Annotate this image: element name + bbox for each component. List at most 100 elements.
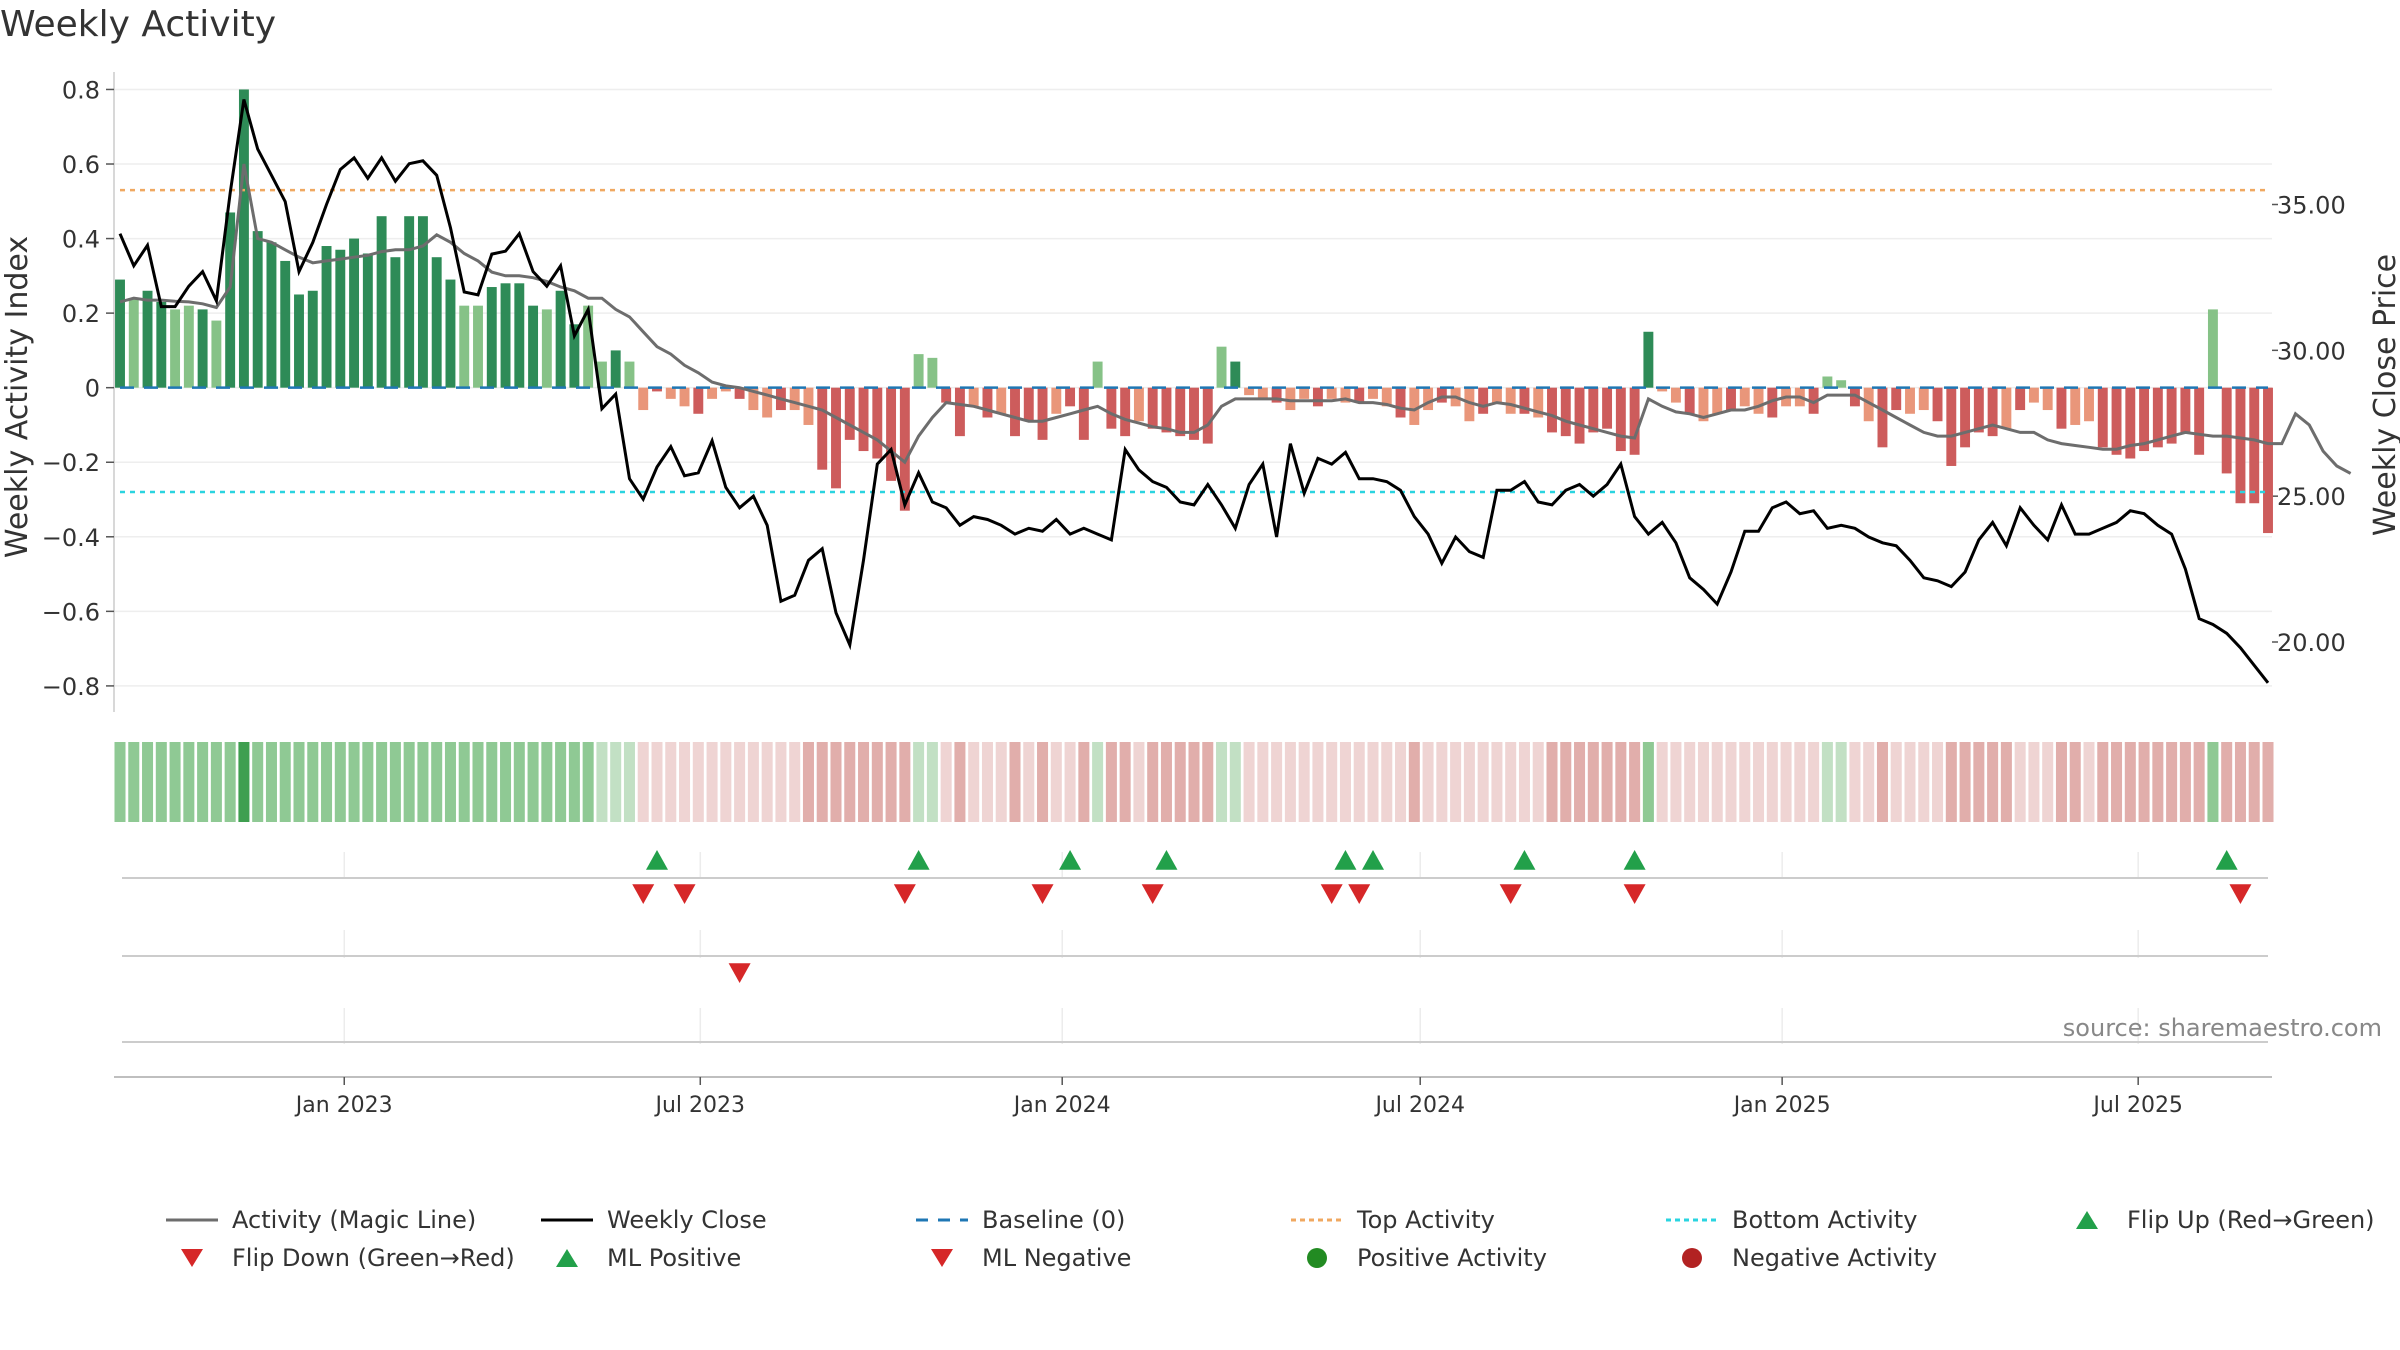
heat-cell [2042,742,2054,822]
activity-bar [1423,387,1434,411]
heat-cell [265,742,277,822]
activity-bar [2056,387,2067,429]
activity-bar [225,212,236,388]
heat-cell [1271,742,1283,822]
heat-cell [1367,742,1379,822]
activity-bar [2015,387,2026,411]
activity-bar [1739,387,1750,407]
heat-cell [1753,742,1765,822]
activity-bar [1092,361,1103,388]
heat-cell [1009,742,1021,822]
legend-item-close: Weekly Close [535,1202,767,1238]
chart-title: Weekly Activity [0,4,277,45]
flipdown-legend-swatch [181,1249,203,1267]
negact-legend-swatch [1682,1248,1702,1268]
legend-item-baseline: Baseline (0) [910,1202,1125,1238]
heat-cell [1326,742,1338,822]
activity-bar [1464,387,1475,422]
x-tick-label: Jan 2023 [294,1093,393,1118]
activity-bar [238,89,249,388]
flip-up-marker [2215,850,2238,870]
activity-bar [1257,387,1268,399]
legend-label: Top Activity [1357,1206,1495,1234]
activity-bar [321,246,332,388]
activity-bar [1533,387,1544,418]
heat-cell [472,742,484,822]
flipup-legend-swatch [2076,1211,2098,1229]
heat-cell [1133,742,1145,822]
heat-cell [1050,742,1062,822]
activity-bar [1202,387,1213,444]
activity-bar [1381,387,1392,407]
x-tick-label: Jul 2023 [654,1093,746,1118]
activity-bar [1643,331,1654,388]
activity-bar [1960,387,1971,448]
heat-cell [1491,742,1503,822]
activity-bar [2084,387,2094,422]
heat-cell [665,742,677,822]
activity-bar [789,387,800,411]
heat-cell [830,742,842,822]
left-tick-label: 0.6 [62,151,100,179]
heat-cell [1973,742,1985,822]
heat-cell [334,742,346,822]
heat-cell [1078,742,1090,822]
left-tick-label: 0.2 [62,300,100,328]
legend-label: Flip Up (Red→Green) [2127,1206,2375,1234]
flip-down-marker [1141,884,1164,904]
heat-cell [1298,742,1310,822]
activity-bar [1478,387,1489,414]
heat-cell [1780,742,1792,822]
heat-cell [348,742,360,822]
activity-bar [1023,387,1034,422]
heat-cell [816,742,828,822]
heat-cell [1257,742,1269,822]
heat-cell [224,742,236,822]
activity-bar [1849,387,1860,407]
heat-cell [1381,742,1393,822]
heat-cell [500,742,512,822]
flip-down-marker [1499,884,1522,904]
heat-cell [1243,742,1255,822]
heat-cell [1615,742,1627,822]
heat-cell [2055,742,2067,822]
heat-cell [1642,742,1654,822]
activity-bar [2097,387,2108,448]
activity-bar [362,253,373,388]
activity-bar [1905,387,1915,414]
x-tick-label: Jul 2024 [1373,1093,1465,1118]
heat-cell [802,742,814,822]
flip-up-marker [1623,850,1646,870]
activity-bar [2125,387,2136,459]
heat-cell [376,742,388,822]
activity-bar [1574,387,1585,444]
heat-cell [844,742,856,822]
activity-bar [197,309,208,388]
activity-bar [1037,387,1048,440]
activity-bar [2070,387,2081,425]
activity-bar [2249,387,2260,504]
activity-bar [996,387,1007,414]
activity-bar [528,305,539,388]
activity-bar [1051,387,1062,414]
activity-bar [1271,387,1282,403]
activity-bar [1615,387,1626,452]
heat-cell [734,742,746,822]
activity-bar [665,387,676,399]
activity-bar [762,387,773,418]
activity-bar [693,387,704,414]
heat-cell [1725,742,1737,822]
flip-up-marker [1059,850,1082,870]
bottom-legend-swatch [1666,1218,1718,1222]
heat-cell [1835,742,1847,822]
activity-bar [1753,387,1764,414]
activity-bar [2221,387,2232,474]
activity-bar [624,361,635,388]
heat-cell [1532,742,1544,822]
activity-bar [858,387,869,452]
x-tick-label: Jan 2024 [1012,1093,1111,1118]
baseline-legend-swatch [916,1218,968,1222]
heat-cell [899,742,911,822]
heat-cell [871,742,883,822]
heat-cell [1656,742,1668,822]
